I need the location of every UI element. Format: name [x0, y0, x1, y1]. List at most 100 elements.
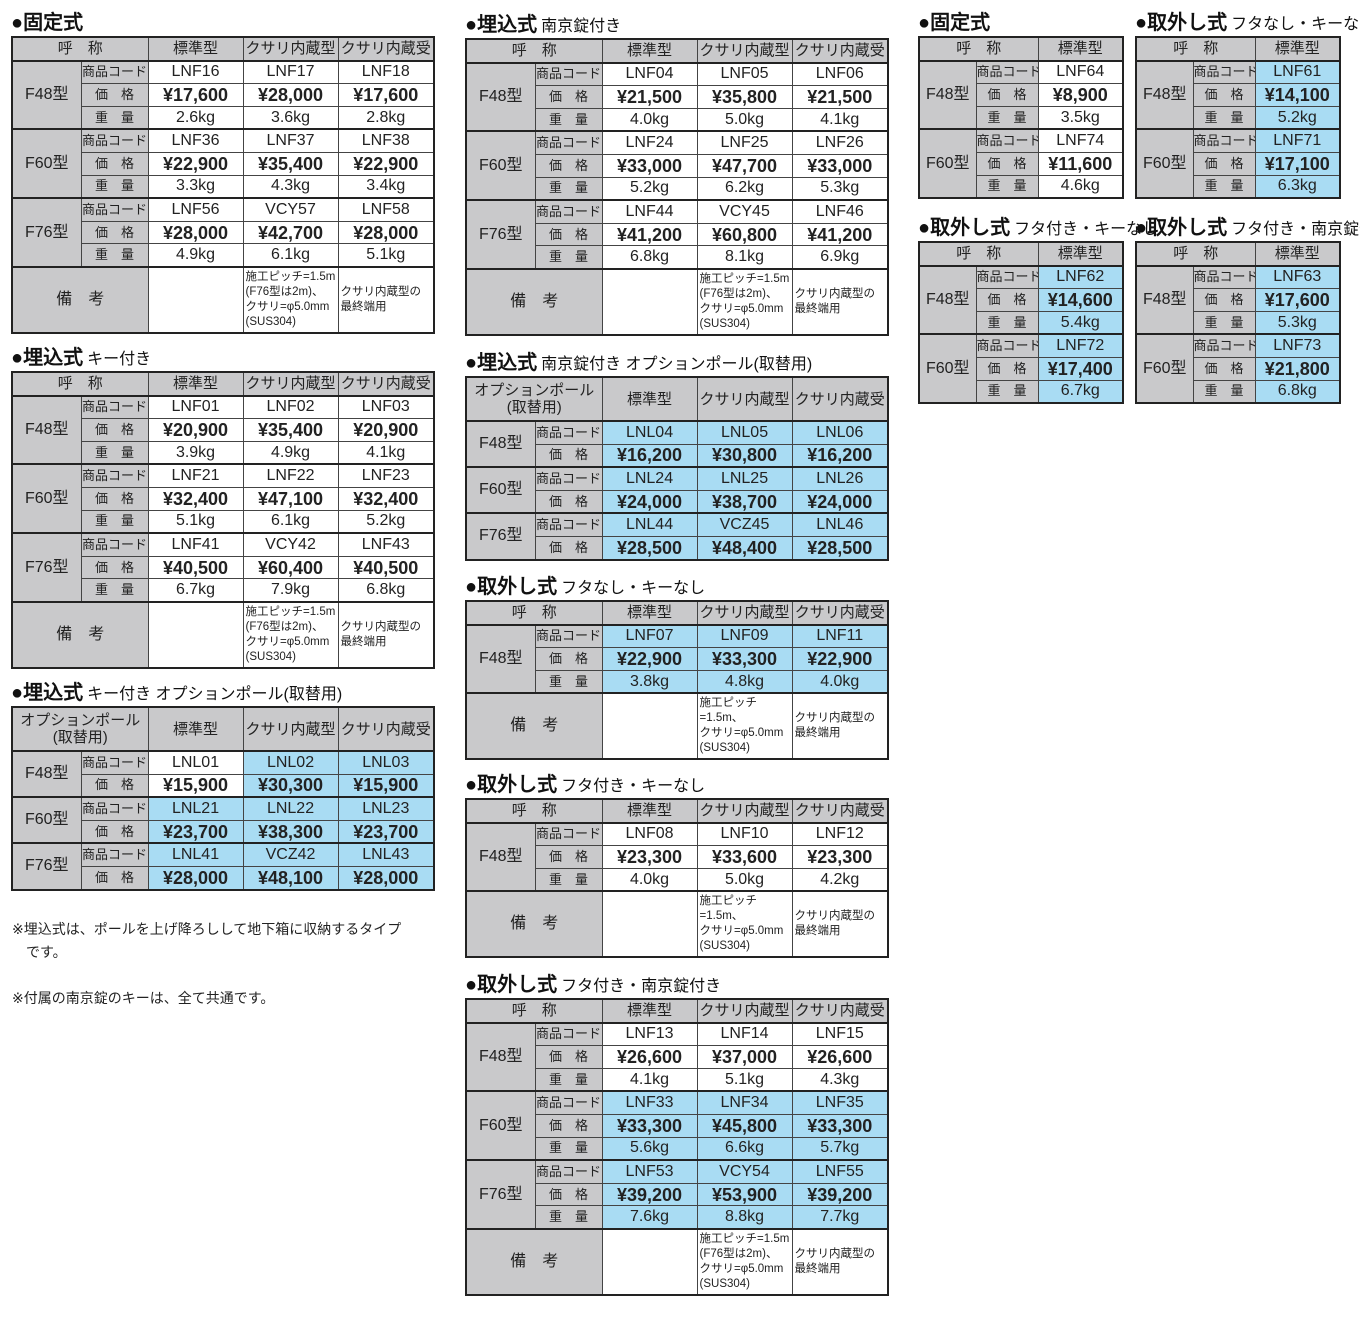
table-row: 重 量 5.2kg 6.2kg 5.3kg [466, 176, 889, 202]
price: ¥33,000 [791, 153, 889, 178]
product-code: LNL06 [791, 420, 889, 445]
weight: 4.0kg [601, 867, 698, 893]
row-label: 重 量 [80, 105, 149, 131]
row-label: 商品コード [80, 463, 149, 488]
header-row: 呼 称標準型 クサリ内蔵型 クサリ内蔵受 [465, 798, 889, 824]
price: ¥39,200 [601, 1182, 698, 1207]
price: ¥20,900 [147, 418, 244, 442]
price: ¥28,000 [242, 83, 339, 107]
row-label: 商品コード [80, 796, 149, 821]
model-name: F76型 [465, 1159, 536, 1230]
product-code: LNF11 [791, 624, 889, 649]
footnote: ※埋込式は、ポールを上げ降ろしして地下箱に収納するタイプ です。 [12, 921, 402, 960]
model-name: F76型 [11, 842, 82, 891]
weight: 3.4kg [337, 174, 435, 200]
price: ¥22,900 [791, 647, 889, 671]
weight: 6.7kg [1037, 379, 1124, 405]
weight: 5.2kg [337, 509, 435, 535]
header-corner: 呼 称 [11, 36, 149, 62]
product-code: LNL24 [601, 466, 698, 491]
weight: 8.1kg [696, 245, 793, 270]
product-code: LNF22 [242, 463, 339, 488]
row-label: 価 格 [534, 535, 603, 561]
price-table: 呼 称標準型 F48型 商品コード LNF62 価 格 ¥14,600 重 量 5.4kg F6… [918, 241, 1125, 405]
row-label: 重 量 [80, 174, 149, 200]
table-subtitle: キー付き [87, 351, 152, 368]
price: ¥22,900 [601, 647, 698, 671]
product-code: LNF18 [337, 60, 435, 85]
table-title: ●埋込式 キー付き [11, 345, 435, 371]
column-header: クサリ内蔵受 [337, 371, 435, 397]
header-corner: 呼 称 [918, 241, 1039, 267]
product-code: LNF63 [1254, 265, 1341, 290]
table-row: F60型 商品コード LNL24 LNL25 LNL26 [465, 466, 889, 515]
column-header: クサリ内蔵型 [696, 798, 793, 824]
row-label: 価 格 [80, 486, 149, 511]
row-label: 価 格 [534, 222, 603, 247]
price: ¥22,900 [147, 151, 244, 176]
weight: 3.3kg [147, 174, 244, 200]
row-label: 価 格 [80, 220, 149, 245]
product-code: LNL26 [791, 466, 889, 491]
column-header: クサリ内蔵受 [791, 376, 889, 422]
product-code: LNF17 [242, 60, 339, 85]
remark: クサリ内蔵型の 最終端用 [337, 266, 435, 334]
price: ¥17,400 [1037, 356, 1124, 381]
header-row: 呼 称標準型 [918, 36, 1124, 62]
table-row: 価 格 ¥14,600 [919, 288, 1124, 312]
product-code: LNF10 [696, 822, 793, 847]
product-code: LNF04 [601, 62, 698, 87]
header-corner: 呼 称 [465, 38, 603, 64]
header-row: 呼 称標準型 クサリ内蔵型 クサリ内蔵受 [11, 36, 435, 62]
row-label: 商品コード [1192, 265, 1256, 290]
price-table: 呼 称標準型 クサリ内蔵型 クサリ内蔵受 F48型 商品コード LNF04 LNF05 LNF… [465, 38, 890, 336]
table-row: 価 格 ¥21,800 [1136, 356, 1341, 381]
table-title-main: ●固定式 [11, 12, 84, 34]
product-code: LNF13 [601, 1022, 698, 1047]
row-label: 商品コード [1192, 333, 1256, 358]
table-row: 重 量 6.7kg [919, 379, 1124, 405]
product-code: LNL05 [696, 420, 793, 445]
header-corner: 呼 称 [918, 36, 1039, 62]
product-code: LNL04 [601, 420, 698, 445]
row-label: 価 格 [1192, 356, 1256, 381]
row-label: 商品コード [534, 420, 603, 445]
price: ¥38,300 [242, 819, 339, 845]
table-title: ●取外し式 フタ付き・キーなし [918, 215, 1158, 241]
remark: 施工ピッチ=1.5m (F76型は2m)、 クサリ=φ5.0mm (SUS304… [242, 601, 339, 669]
price: ¥28,000 [337, 865, 435, 891]
price-table: 呼 称標準型 F48型 商品コード LNF61 価 格 ¥14,100 重 量 5.2kg F6… [1135, 36, 1342, 200]
remarks-label: 備 考 [465, 692, 603, 760]
price: ¥32,400 [337, 486, 435, 511]
remark: クサリ内蔵型の 最終端用 [791, 1228, 889, 1296]
model-name: F48型 [465, 420, 536, 469]
remarks-label: 備 考 [11, 601, 149, 669]
table-row: F76型 商品コード LNF44 VCY45 LNF46 [465, 199, 889, 270]
table-title: ●埋込式 南京錠付き オプションポール(取替用) [465, 350, 889, 376]
price: ¥28,000 [337, 220, 435, 245]
row-label: 重 量 [1192, 174, 1256, 200]
column-header: クサリ内蔵受 [337, 706, 435, 752]
column-header: 標準型 [601, 600, 698, 626]
weight: 4.1kg [601, 1067, 698, 1093]
row-label: 価 格 [80, 418, 149, 442]
remark [601, 1228, 698, 1296]
table-row: F60型 商品コード LNF36 LNF37 LNF38 [11, 128, 435, 200]
table-row: 重 量 4.9kg 6.1kg 5.1kg [12, 243, 435, 268]
price: ¥22,900 [337, 151, 435, 176]
product-code: LNF08 [601, 822, 698, 847]
model-name: F48型 [465, 822, 536, 893]
column-header: 標準型 [601, 376, 698, 422]
product-code: LNL22 [242, 796, 339, 821]
table-row: 重 量 3.3kg 4.3kg 3.4kg [12, 174, 435, 200]
product-code: LNF62 [1037, 265, 1124, 290]
product-code: LNF24 [601, 130, 698, 155]
table-subtitle: 南京錠付き オプションポール(取替用) [541, 356, 813, 373]
product-code: LNF34 [696, 1090, 793, 1115]
product-code: VCY54 [696, 1159, 793, 1184]
price: ¥45,800 [696, 1113, 793, 1138]
price: ¥47,100 [242, 486, 339, 511]
weight: 5.1kg [696, 1067, 793, 1093]
table-subtitle: キー付き オプションポール(取替用) [87, 686, 343, 703]
table-title: ●固定式 [918, 10, 1124, 36]
